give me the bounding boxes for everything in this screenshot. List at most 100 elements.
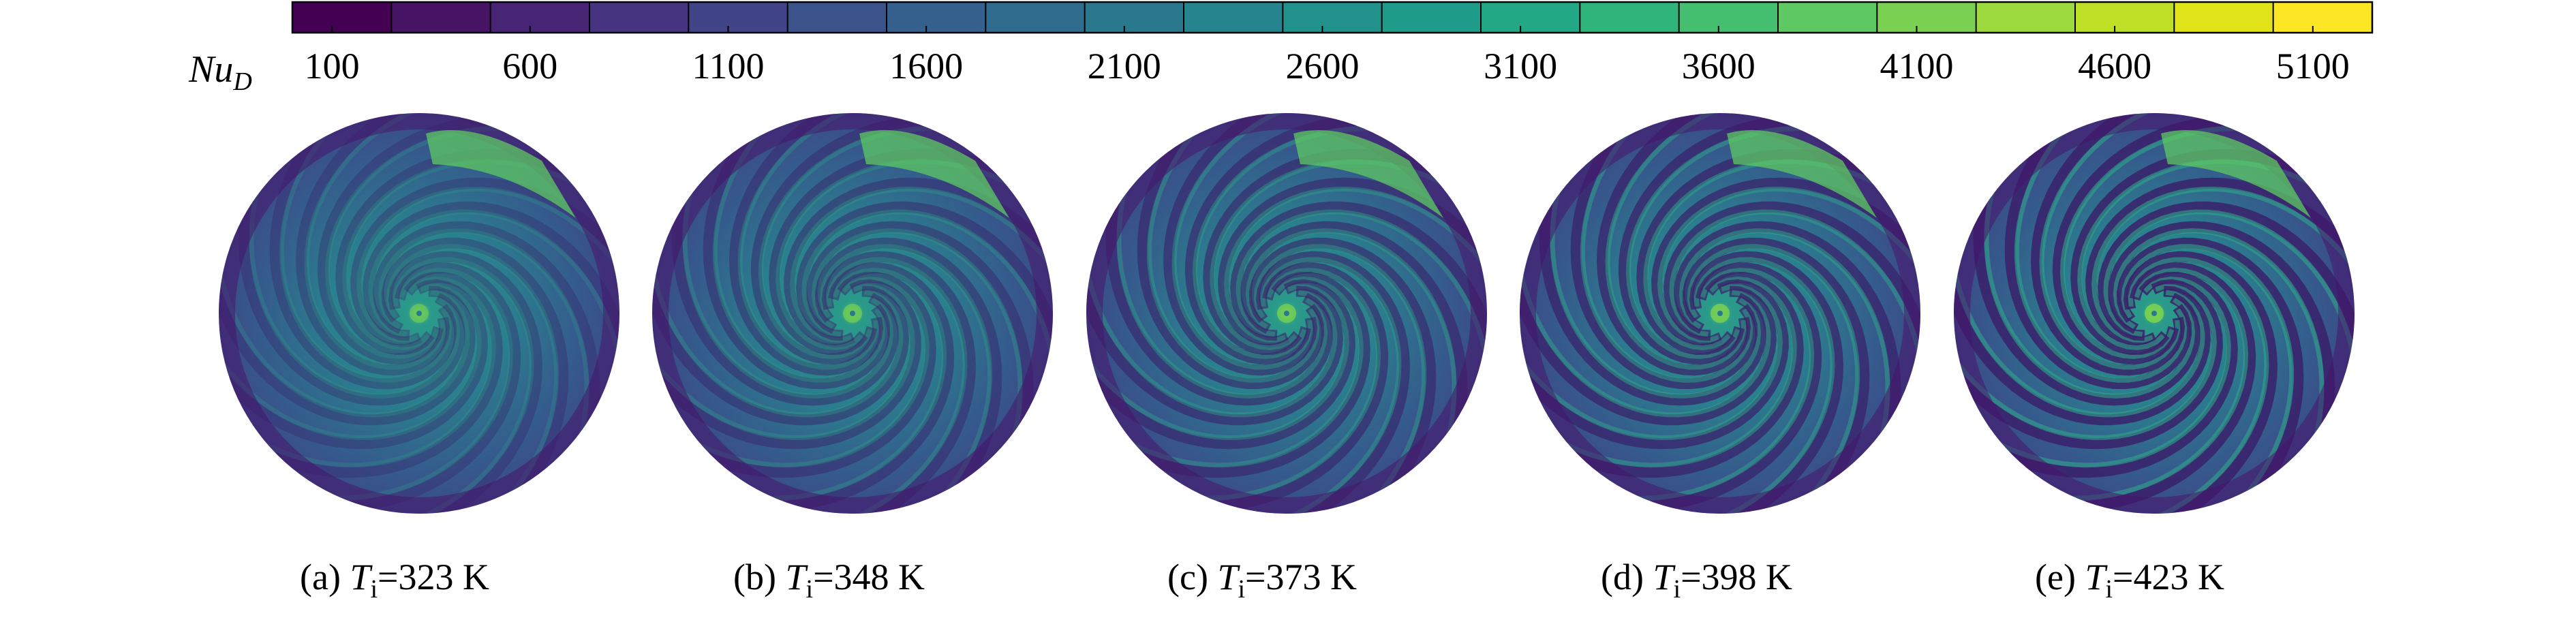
center-core	[2151, 311, 2157, 316]
spiral-light	[378, 228, 589, 465]
spiral-dark	[1984, 271, 2238, 478]
spiral-light	[2039, 113, 2181, 370]
spiral-light	[219, 284, 482, 440]
center-core	[850, 311, 855, 316]
spiral-dark	[1520, 279, 1789, 450]
contour-disc	[1954, 113, 2355, 514]
colorbar-tick-label: 1600	[889, 46, 963, 87]
colorbar-segment	[1283, 2, 1383, 33]
spiral-light	[307, 267, 514, 501]
spiral-dark	[373, 221, 600, 448]
spiral-dark	[381, 237, 569, 510]
colorbar-segment	[787, 2, 887, 33]
spiral-light	[1657, 187, 1920, 343]
spiral-light	[801, 209, 1053, 382]
spiral-light	[682, 162, 894, 399]
spiral-dark	[1954, 265, 2211, 426]
spiral-light	[2113, 228, 2325, 465]
spiral-dark	[1550, 271, 1804, 478]
colorbar-tick-label: 1100	[692, 46, 764, 87]
spiral-light	[1972, 276, 2231, 468]
spiral-dark	[317, 114, 512, 364]
spiral-light	[2014, 113, 2188, 383]
colorbar-segment	[1976, 2, 2076, 33]
spiral-dark	[1194, 262, 1389, 513]
colorbar-segment	[2075, 2, 2175, 33]
spiral-dark	[363, 201, 619, 362]
colorbar-segment	[292, 2, 392, 33]
panel-caption: (c) Ti=373 K	[1167, 557, 1357, 604]
spiral-dark	[2030, 113, 2186, 376]
colorbar-segment	[589, 2, 689, 33]
spiral-light	[737, 113, 879, 370]
spiral-dark	[671, 178, 899, 406]
spiral-dark	[1117, 271, 1370, 478]
spiral-dark	[2116, 237, 2304, 510]
spiral-light	[819, 244, 993, 514]
spiral-light	[393, 257, 534, 514]
spiral-light	[652, 245, 904, 418]
colorbar-tick-label: 4600	[2078, 46, 2151, 87]
spiral-light	[740, 267, 947, 501]
spiral-light	[712, 113, 886, 383]
spiral-light	[1236, 209, 1487, 382]
colorbar-tick-label: 3100	[1484, 46, 1557, 87]
hot-spot	[2161, 130, 2311, 218]
spiral-light	[1520, 284, 1783, 440]
caption-subscript: i	[2105, 575, 2113, 604]
colorbar-segment	[1580, 2, 1680, 33]
spiral-light	[386, 244, 559, 514]
caption-tag: (c)	[1167, 557, 1217, 597]
colorbar-segment	[1184, 2, 1283, 33]
spiral-dark	[1954, 279, 2223, 450]
spiral-light	[249, 162, 461, 399]
caption-symbol: T	[1653, 557, 1676, 597]
spiral-light	[1245, 228, 1457, 465]
spiral-dark	[703, 117, 891, 390]
spiral-dark	[1682, 237, 1870, 510]
spiral-dark	[1248, 237, 1437, 510]
spiral-dark	[2004, 117, 2192, 390]
spiral-light	[1260, 257, 1402, 514]
spiral-dark	[806, 221, 1034, 448]
spiral-dark	[1184, 114, 1379, 364]
spiral-dark	[652, 265, 909, 426]
colorbar-segment	[985, 2, 1086, 33]
spiral-light	[368, 209, 619, 382]
spiral-light	[237, 276, 496, 468]
colorbar-tick-label: 5100	[2276, 46, 2350, 87]
spiral-light	[1146, 113, 1320, 383]
hot-spot	[859, 130, 1009, 218]
panel-caption: (b) Ti=348 K	[733, 557, 925, 604]
caption-symbol: T	[1217, 557, 1240, 597]
colorbar-tick-label: 3600	[1682, 46, 1755, 87]
spiral-dark	[1240, 221, 1468, 448]
spiral-dark	[1674, 221, 1901, 448]
spiral-dark	[796, 201, 1053, 362]
caption-subscript: i	[1674, 575, 1681, 604]
colorbar-tick-label: 4100	[1880, 46, 1953, 87]
colorbar-tick-label: 600	[502, 46, 557, 87]
spiral-dark	[2061, 262, 2256, 513]
edge-ring	[219, 113, 619, 514]
colorbar-segment	[688, 2, 788, 33]
spiral-light	[1224, 187, 1487, 343]
spiral-light	[1174, 267, 1381, 501]
caption-value: =398 K	[1681, 557, 1792, 597]
contour-disc	[1086, 113, 1487, 514]
spiral-dark	[1520, 265, 1777, 426]
edge-ring	[1086, 113, 1487, 514]
spiral-dark	[249, 271, 503, 478]
label-subscript: D	[232, 67, 251, 96]
center-core	[416, 311, 422, 316]
spiral-light	[1954, 284, 2217, 440]
caption-value: =323 K	[378, 557, 489, 597]
colorbar-segment	[1778, 2, 1877, 33]
colorbar-segment	[391, 2, 491, 33]
spiral-dark	[814, 237, 1002, 510]
spiral-arms	[219, 113, 619, 514]
caption-value: =348 K	[813, 557, 925, 597]
spiral-light	[279, 113, 453, 383]
spiral-light	[1253, 244, 1427, 514]
colorbar-tick-label: 100	[305, 46, 360, 87]
